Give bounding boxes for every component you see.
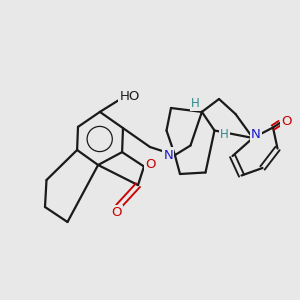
Text: O: O bbox=[145, 158, 156, 172]
Text: N: N bbox=[164, 148, 173, 162]
Text: HO: HO bbox=[119, 89, 140, 103]
Text: H: H bbox=[191, 97, 200, 110]
Text: N: N bbox=[251, 128, 261, 142]
Text: O: O bbox=[281, 115, 292, 128]
Text: H: H bbox=[220, 128, 229, 142]
Text: O: O bbox=[111, 206, 122, 220]
